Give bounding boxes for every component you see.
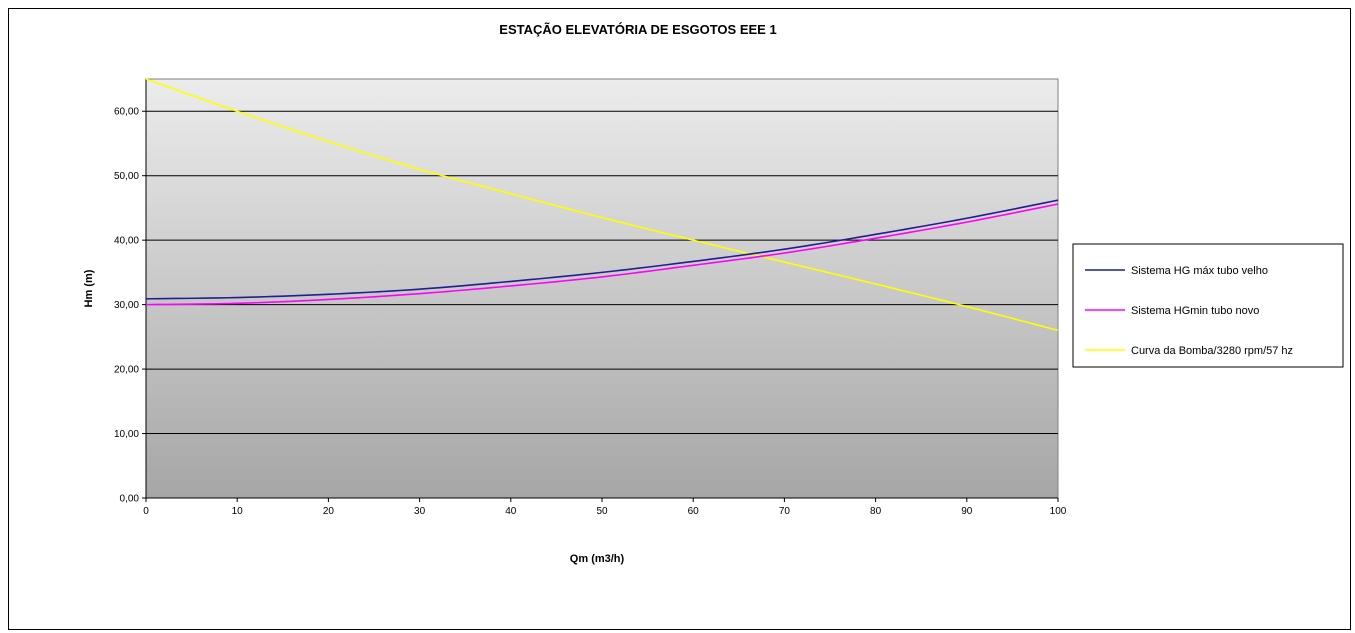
x-tick-label: 0: [143, 506, 149, 517]
x-tick-label: 50: [596, 506, 608, 517]
series-lines: [145, 78, 1059, 332]
x-tick-label: 20: [323, 506, 335, 517]
series-line-2: [145, 78, 1059, 332]
y-tick-label: 30,00: [114, 300, 139, 311]
series-line-0: [145, 199, 1059, 300]
legend-label-1: Sistema HGmin tubo novo: [1131, 305, 1259, 317]
x-tick-label: 10: [232, 506, 244, 517]
y-tick-label: 60,00: [114, 107, 139, 118]
x-tick-label: 70: [779, 506, 791, 517]
series-line-1: [145, 203, 1059, 306]
chart-svg: ESTAÇÃO ELEVATÓRIA DE ESGOTOS EEE 1 0,00…: [83, 22, 1344, 565]
y-tick-label: 0,00: [120, 494, 140, 505]
y-axis-label: Hm (m): [83, 269, 95, 307]
x-tick-label: 100: [1050, 506, 1067, 517]
y-tick-label: 10,00: [114, 429, 139, 440]
x-tick-label: 90: [961, 506, 973, 517]
chart-frame: ESTAÇÃO ELEVATÓRIA DE ESGOTOS EEE 1 0,00…: [8, 8, 1351, 630]
legend: Sistema HG máx tubo velho Sistema HGmin t…: [1072, 243, 1344, 368]
x-tick-label: 60: [688, 506, 700, 517]
x-tick-label: 80: [870, 506, 882, 517]
x-axis-label: Qm (m3/h): [570, 553, 625, 565]
y-tick-label: 50,00: [114, 171, 139, 182]
grid-lines: [146, 110, 1058, 435]
legend-box: [1072, 243, 1344, 368]
chart-title: ESTAÇÃO ELEVATÓRIA DE ESGOTOS EEE 1: [499, 22, 776, 37]
legend-label-0: Sistema HG máx tubo velho: [1131, 265, 1268, 277]
x-tick-label: 40: [505, 506, 517, 517]
y-tick-label: 40,00: [114, 236, 139, 247]
x-tick-label: 30: [414, 506, 426, 517]
y-tick-label: 20,00: [114, 365, 139, 376]
axes: 0,00 10,00 20,00 30,00 40,00 50,00 60,00 0 10 20 3…: [114, 79, 1067, 517]
plot-area: [145, 78, 1059, 499]
legend-label-2: Curva da Bomba/3280 rpm/57 hz: [1131, 345, 1293, 357]
